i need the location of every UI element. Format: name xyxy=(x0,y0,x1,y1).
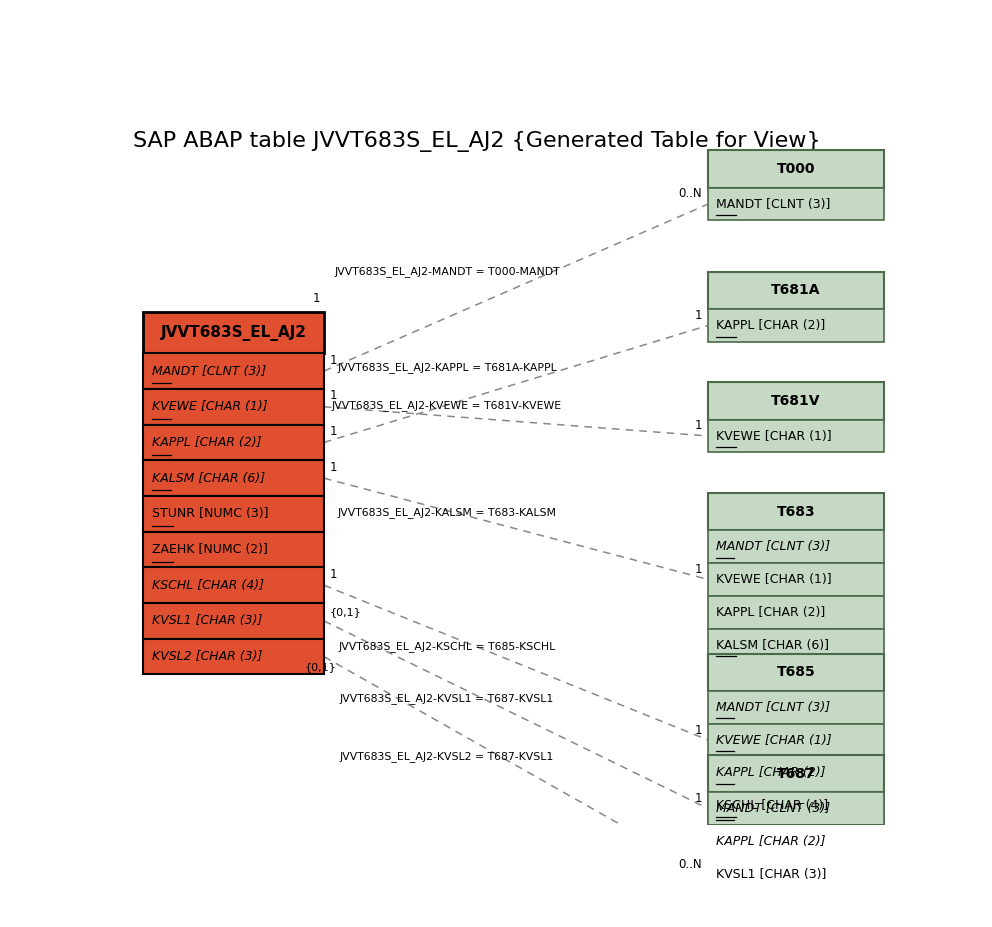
Text: 1: 1 xyxy=(694,563,702,576)
Text: T681V: T681V xyxy=(771,394,820,408)
Text: KAPPL [CHAR (2)]: KAPPL [CHAR (2)] xyxy=(153,436,262,449)
Text: JVVT683S_EL_AJ2: JVVT683S_EL_AJ2 xyxy=(161,324,307,340)
Text: ZAEHK [NUMC (2)]: ZAEHK [NUMC (2)] xyxy=(153,543,268,556)
Text: T683: T683 xyxy=(777,504,815,519)
Text: JVVT683S_EL_AJ2-KSCHL = T685-KSCHL: JVVT683S_EL_AJ2-KSCHL = T685-KSCHL xyxy=(338,641,556,652)
Text: KALSM [CHAR (6)]: KALSM [CHAR (6)] xyxy=(716,639,829,652)
Text: SAP ABAP table JVVT683S_EL_AJ2 {Generated Table for View}: SAP ABAP table JVVT683S_EL_AJ2 {Generate… xyxy=(133,132,820,152)
FancyBboxPatch shape xyxy=(708,654,884,691)
FancyBboxPatch shape xyxy=(708,383,884,420)
FancyBboxPatch shape xyxy=(143,603,323,639)
Text: JVVT683S_EL_AJ2-KAPPL = T681A-KAPPL: JVVT683S_EL_AJ2-KAPPL = T681A-KAPPL xyxy=(337,362,557,374)
FancyBboxPatch shape xyxy=(708,629,884,662)
FancyBboxPatch shape xyxy=(708,309,884,342)
Text: 1: 1 xyxy=(694,309,702,322)
Text: MANDT [CLNT (3)]: MANDT [CLNT (3)] xyxy=(716,197,830,210)
FancyBboxPatch shape xyxy=(708,187,884,221)
Text: KSCHL [CHAR (4)]: KSCHL [CHAR (4)] xyxy=(716,799,828,812)
FancyBboxPatch shape xyxy=(708,825,884,857)
Text: MANDT [CLNT (3)]: MANDT [CLNT (3)] xyxy=(716,540,830,553)
Text: 0..N: 0..N xyxy=(679,857,702,870)
FancyBboxPatch shape xyxy=(708,563,884,596)
Text: 1: 1 xyxy=(330,425,337,438)
Text: KAPPL [CHAR (2)]: KAPPL [CHAR (2)] xyxy=(716,835,825,848)
Text: 1: 1 xyxy=(694,792,702,805)
FancyBboxPatch shape xyxy=(143,389,323,425)
FancyBboxPatch shape xyxy=(143,425,323,461)
Text: 1: 1 xyxy=(330,568,337,581)
FancyBboxPatch shape xyxy=(708,691,884,724)
FancyBboxPatch shape xyxy=(143,353,323,389)
Text: KVEWE [CHAR (1)]: KVEWE [CHAR (1)] xyxy=(716,733,831,746)
FancyBboxPatch shape xyxy=(143,639,323,675)
FancyBboxPatch shape xyxy=(143,567,323,603)
Text: T687: T687 xyxy=(777,767,815,781)
Text: JVVT683S_EL_AJ2-KVEWE = T681V-KVEWE: JVVT683S_EL_AJ2-KVEWE = T681V-KVEWE xyxy=(332,400,561,411)
FancyBboxPatch shape xyxy=(708,420,884,452)
FancyBboxPatch shape xyxy=(708,756,884,790)
Text: JVVT683S_EL_AJ2-MANDT = T000-MANDT: JVVT683S_EL_AJ2-MANDT = T000-MANDT xyxy=(334,266,559,277)
FancyBboxPatch shape xyxy=(143,461,323,496)
Text: 0..N: 0..N xyxy=(679,187,702,200)
Text: KVSL1 [CHAR (3)]: KVSL1 [CHAR (3)] xyxy=(153,615,263,628)
Text: KAPPL [CHAR (2)]: KAPPL [CHAR (2)] xyxy=(716,319,825,332)
Text: {0,1}: {0,1} xyxy=(330,606,362,616)
FancyBboxPatch shape xyxy=(143,532,323,567)
Text: JVVT683S_EL_AJ2-KVSL2 = T687-KVSL1: JVVT683S_EL_AJ2-KVSL2 = T687-KVSL1 xyxy=(340,751,554,762)
FancyBboxPatch shape xyxy=(708,857,884,891)
Text: KVSL1 [CHAR (3)]: KVSL1 [CHAR (3)] xyxy=(716,868,826,881)
Text: 1: 1 xyxy=(330,461,337,474)
FancyBboxPatch shape xyxy=(708,724,884,756)
Text: T685: T685 xyxy=(777,666,815,679)
FancyBboxPatch shape xyxy=(708,530,884,563)
Text: 1: 1 xyxy=(312,292,319,305)
Text: KVEWE [CHAR (1)]: KVEWE [CHAR (1)] xyxy=(716,429,831,442)
Text: T681A: T681A xyxy=(771,284,820,298)
FancyBboxPatch shape xyxy=(708,756,884,793)
FancyBboxPatch shape xyxy=(143,496,323,532)
FancyBboxPatch shape xyxy=(708,790,884,822)
Text: KVEWE [CHAR (1)]: KVEWE [CHAR (1)] xyxy=(716,573,831,586)
Text: 1: 1 xyxy=(330,354,337,367)
Text: STUNR [NUMC (3)]: STUNR [NUMC (3)] xyxy=(153,507,269,520)
Text: 1: 1 xyxy=(694,419,702,433)
Text: JVVT683S_EL_AJ2-KVSL1 = T687-KVSL1: JVVT683S_EL_AJ2-KVSL1 = T687-KVSL1 xyxy=(340,693,554,704)
Text: MANDT [CLNT (3)]: MANDT [CLNT (3)] xyxy=(153,364,267,377)
Text: JVVT683S_EL_AJ2-KALSM = T683-KALSM: JVVT683S_EL_AJ2-KALSM = T683-KALSM xyxy=(337,507,557,518)
Text: KAPPL [CHAR (2)]: KAPPL [CHAR (2)] xyxy=(716,606,825,619)
Text: MANDT [CLNT (3)]: MANDT [CLNT (3)] xyxy=(716,701,830,714)
Text: KVSL2 [CHAR (3)]: KVSL2 [CHAR (3)] xyxy=(153,650,263,663)
Text: MANDT [CLNT (3)]: MANDT [CLNT (3)] xyxy=(716,802,830,815)
FancyBboxPatch shape xyxy=(143,311,323,353)
Text: 1: 1 xyxy=(330,389,337,402)
FancyBboxPatch shape xyxy=(708,793,884,825)
Text: 1: 1 xyxy=(694,723,702,737)
Text: {0,1}: {0,1} xyxy=(305,662,336,672)
Text: T000: T000 xyxy=(777,162,815,176)
FancyBboxPatch shape xyxy=(708,596,884,629)
FancyBboxPatch shape xyxy=(708,272,884,309)
Text: KALSM [CHAR (6)]: KALSM [CHAR (6)] xyxy=(153,472,266,485)
Text: KVEWE [CHAR (1)]: KVEWE [CHAR (1)] xyxy=(153,400,268,413)
FancyBboxPatch shape xyxy=(708,493,884,530)
FancyBboxPatch shape xyxy=(708,150,884,187)
Text: KSCHL [CHAR (4)]: KSCHL [CHAR (4)] xyxy=(153,578,265,591)
Text: KAPPL [CHAR (2)]: KAPPL [CHAR (2)] xyxy=(716,767,825,780)
